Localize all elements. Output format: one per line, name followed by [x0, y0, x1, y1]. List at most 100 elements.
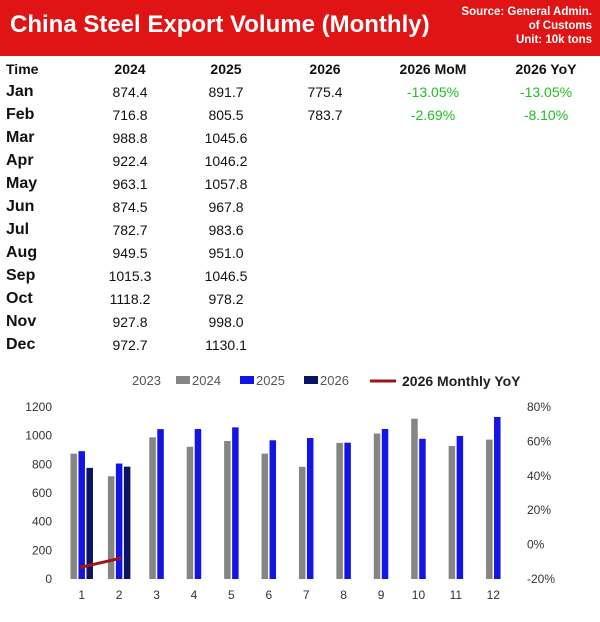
x-tick-label: 2	[116, 588, 123, 602]
bar-2024	[261, 453, 269, 579]
table-cell-2025: 1045.6	[204, 129, 248, 146]
table-cell-month: Nov	[6, 312, 37, 330]
table-cell-2026	[276, 310, 374, 333]
col-header-2024: 2024	[114, 61, 146, 77]
bar-2025	[419, 438, 426, 579]
table-row: May 963.1 1057.8	[0, 172, 600, 195]
table-cell-yoy: -8.10%	[523, 106, 569, 123]
table-cell-2025: 1046.2	[204, 152, 248, 169]
table-cell-2025: 1057.8	[204, 175, 248, 192]
table-cell-mom	[374, 126, 492, 149]
table-cell-month: Oct	[6, 289, 33, 307]
y-tick-label: 1200	[25, 400, 52, 414]
table-cell-mom	[374, 264, 492, 287]
legend-label-yoy: 2026 Monthly YoY	[402, 373, 521, 389]
x-tick-label: 7	[303, 588, 310, 602]
table-cell-2024: 716.8	[112, 106, 148, 123]
x-tick-label: 4	[191, 588, 198, 602]
bar-2025	[157, 429, 164, 579]
export-volume-chart: 2023 2024 2025 2026 2026 Monthly YoY 0 200 400 6…	[25, 373, 555, 602]
table-cell-2025: 805.5	[208, 106, 244, 123]
table-cell-month: Dec	[6, 335, 36, 353]
table-cell-2024: 972.7	[112, 336, 148, 353]
bar-2025	[232, 427, 239, 579]
yoy-point	[117, 556, 122, 561]
y2-tick-label: -20%	[527, 572, 555, 586]
col-header-2026: 2026	[309, 61, 341, 77]
bar-2024	[107, 476, 115, 579]
table-cell-yoy	[492, 149, 600, 172]
bar-2024	[373, 433, 381, 579]
bar-2024	[411, 418, 418, 579]
legend-swatch-2025	[240, 376, 254, 384]
y2-tick-label: 80%	[527, 400, 551, 414]
table-cell-mom: -13.05%	[406, 83, 460, 100]
x-tick-label: 11	[450, 588, 463, 602]
y2-tick-label: 0%	[527, 538, 545, 552]
table-cell-month: Apr	[6, 151, 34, 169]
table-cell-2026	[276, 149, 374, 172]
table-row: Mar 988.8 1045.6	[0, 126, 600, 149]
x-tick-label: 9	[378, 588, 385, 602]
bar-2025	[344, 442, 351, 579]
legend-label-2023: 2023	[132, 373, 161, 388]
table-cell-2026	[276, 195, 374, 218]
table-cell-2025: 1046.5	[204, 267, 248, 284]
table-cell-2026	[276, 264, 374, 287]
col-header-yoy: 2026 YoY	[515, 61, 577, 77]
table-cell-yoy	[492, 195, 600, 218]
table-cell-yoy	[492, 126, 600, 149]
data-table: Time 2024 2025 2026 2026 MoM 2026 YoY Ja…	[0, 58, 600, 356]
x-tick-label: 5	[228, 588, 235, 602]
table-cell-mom: -2.69%	[410, 106, 456, 123]
page-title: China Steel Export Volume (Monthly)	[10, 11, 430, 38]
bar-2025	[456, 435, 464, 579]
table-cell-month: Aug	[6, 243, 38, 261]
table-cell-2025: 978.2	[208, 290, 244, 307]
table-cell-2026	[276, 218, 374, 241]
table-cell-mom	[374, 241, 492, 264]
y-tick-label: 200	[32, 543, 52, 557]
y-tick-label: 800	[32, 457, 52, 471]
table-cell-yoy	[492, 287, 600, 310]
table-cell-yoy	[492, 333, 600, 356]
table-row: Sep 1015.3 1046.5	[0, 264, 600, 287]
y2-tick-label: 60%	[527, 434, 551, 448]
table-cell-month: Jan	[6, 82, 34, 100]
table-row: Dec 972.7 1130.1	[0, 333, 600, 356]
bar-2025	[194, 429, 202, 579]
legend-swatch-2024	[176, 376, 190, 384]
table-cell-mom	[374, 218, 492, 241]
yoy-point	[79, 565, 84, 570]
x-tick-label: 1	[78, 588, 85, 602]
y-tick-label: 1000	[25, 429, 52, 443]
bar-2025	[381, 429, 389, 579]
table-cell-mom	[374, 333, 492, 356]
bar-2024	[298, 466, 306, 579]
table-cell-yoy	[492, 172, 600, 195]
table-cell-2024: 782.7	[112, 221, 148, 238]
x-tick-label: 3	[153, 588, 160, 602]
table-row: Aug 949.5 951.0	[0, 241, 600, 264]
table-cell-month: Jun	[6, 197, 35, 215]
table-cell-mom	[374, 149, 492, 172]
table-cell-yoy	[492, 310, 600, 333]
table-row: Nov 927.8 998.0	[0, 310, 600, 333]
y-tick-label: 400	[32, 515, 52, 529]
bar-2024	[186, 446, 194, 579]
table-cell-2024: 874.4	[112, 83, 148, 100]
table-row: Jun 874.5 967.8	[0, 195, 600, 218]
source-line-2: of Customs	[528, 20, 592, 32]
table-cell-month: Sep	[6, 266, 36, 284]
x-tick-label: 10	[412, 588, 426, 602]
col-header-time: Time	[6, 61, 39, 77]
table-cell-mom	[374, 195, 492, 218]
source-line-1: Source: General Admin.	[461, 6, 592, 18]
legend-label-2024: 2024	[192, 373, 221, 388]
x-tick-label: 12	[487, 588, 501, 602]
table-cell-2025: 891.7	[208, 83, 244, 100]
table-cell-month: Mar	[6, 128, 35, 146]
table-header-row: Time 2024 2025 2026 2026 MoM 2026 YoY	[0, 58, 600, 80]
col-header-2025: 2025	[210, 61, 242, 77]
bar-2024	[149, 437, 156, 579]
